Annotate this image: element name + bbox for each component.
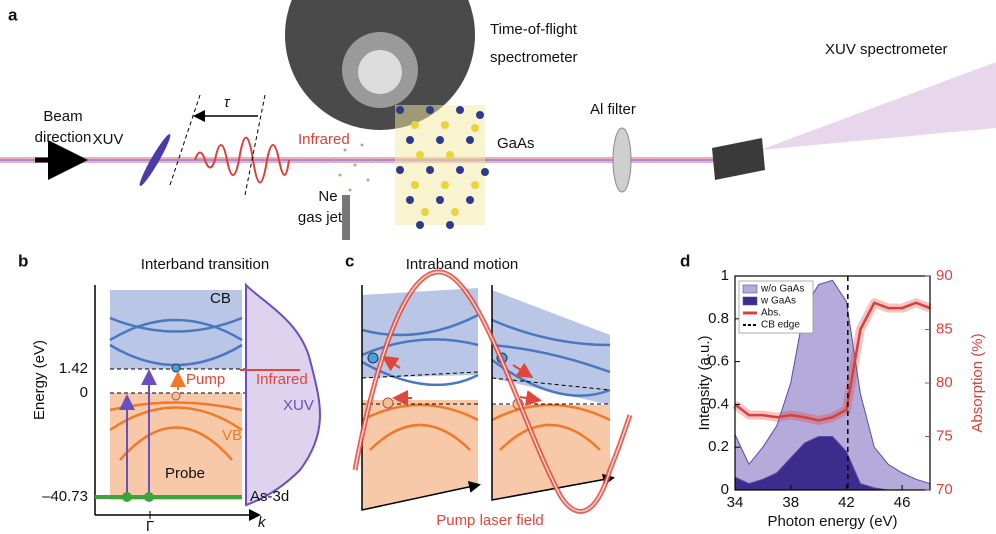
k-label: k [258, 514, 267, 531]
y2-tick-label: 90 [936, 267, 953, 284]
x-tick-label: 34 [727, 494, 744, 511]
y-tick-label: 0.8 [708, 310, 729, 327]
energy-tick: 1.42 [59, 360, 88, 377]
electron [172, 364, 180, 372]
y-tick-label: 0.2 [708, 438, 729, 455]
legend-label: Abs. [761, 308, 781, 319]
y2-tick-label: 70 [936, 481, 953, 498]
electron [368, 353, 378, 363]
spectrometer-label: XUV spectrometer [825, 41, 948, 58]
hole [383, 398, 393, 408]
legend-label: w/o GaAs [760, 284, 804, 295]
beam-label: Beam [43, 108, 82, 125]
gas-label: gas jet [298, 209, 343, 226]
filter-label: Al filter [590, 101, 636, 118]
gas-cloud [334, 144, 374, 192]
legend-label: w GaAs [760, 296, 796, 307]
energy-tick: –40.73 [42, 488, 88, 505]
sample-label: GaAs [497, 135, 535, 152]
nozzle [342, 195, 350, 240]
xuv-spectrum [246, 285, 320, 505]
cb-label: CB [210, 290, 231, 307]
x-tick-label: 38 [782, 494, 799, 511]
panel-label: b [18, 251, 28, 270]
x-tick-label: 42 [838, 494, 855, 511]
panel-label: d [680, 251, 690, 270]
panel-label: a [8, 5, 18, 24]
vb-region [492, 405, 610, 500]
panel-title: Interband transition [141, 256, 269, 273]
panel-label: c [345, 251, 354, 270]
field-label: Pump laser field [436, 512, 544, 529]
legend-label: CB edge [761, 320, 800, 331]
panel-c: c Intraband motion Pump laser field [345, 251, 630, 528]
panel-b: b Interband transition Pump Probe CB VB … [18, 251, 320, 534]
al-filter [613, 128, 631, 192]
y-tick-label: 0 [721, 481, 729, 498]
y-tick-label: 1 [721, 267, 729, 284]
tof-label: spectrometer [490, 49, 578, 66]
xuv-label: XUV [283, 397, 314, 414]
y2-tick-label: 80 [936, 374, 953, 391]
infrared-label: Infrared [298, 131, 350, 148]
core-label: As-3d [250, 488, 289, 505]
y2-axis-label: Absorption (%) [969, 333, 986, 432]
tof-label: Time-of-flight [490, 21, 578, 38]
gaas-crystal [395, 105, 489, 229]
panel-title: Intraband motion [406, 256, 519, 273]
core-state [122, 492, 132, 502]
xuv-label: XUV [93, 131, 124, 148]
gas-label: Ne [318, 188, 337, 205]
pump-label: Pump [186, 371, 225, 388]
panel-a: a Beam direction XUV τ Infrared Ne gas j… [0, 0, 996, 240]
vb-region [362, 400, 478, 510]
y2-tick-label: 85 [936, 320, 953, 337]
probe-label: Probe [165, 465, 205, 482]
hole [172, 392, 180, 400]
beam-label: direction [35, 129, 92, 146]
axis-label: Energy (eV) [31, 340, 48, 420]
dashed-guide [170, 95, 200, 185]
xuv-spectrometer [712, 138, 765, 180]
spectrometer-beam [760, 62, 996, 150]
y2-tick-label: 75 [936, 427, 953, 444]
y-axis-label: Intensity (a.u.) [696, 335, 713, 430]
motion-arrow [520, 397, 538, 400]
energy-tick: 0 [80, 384, 88, 401]
x-tick-label: 46 [894, 494, 911, 511]
legend-swatch [743, 285, 757, 293]
vb-label: VB [222, 427, 242, 444]
tof-aperture [358, 50, 402, 94]
gamma-label: Γ [146, 518, 154, 534]
x-axis-label: Photon energy (eV) [767, 513, 897, 530]
infrared-label: Infrared [256, 371, 308, 388]
delay-label: τ [224, 94, 231, 111]
figure: a Beam direction XUV τ Infrared Ne gas j… [0, 0, 996, 534]
vb-region [110, 393, 242, 500]
core-state [144, 492, 154, 502]
legend-swatch [743, 297, 757, 305]
